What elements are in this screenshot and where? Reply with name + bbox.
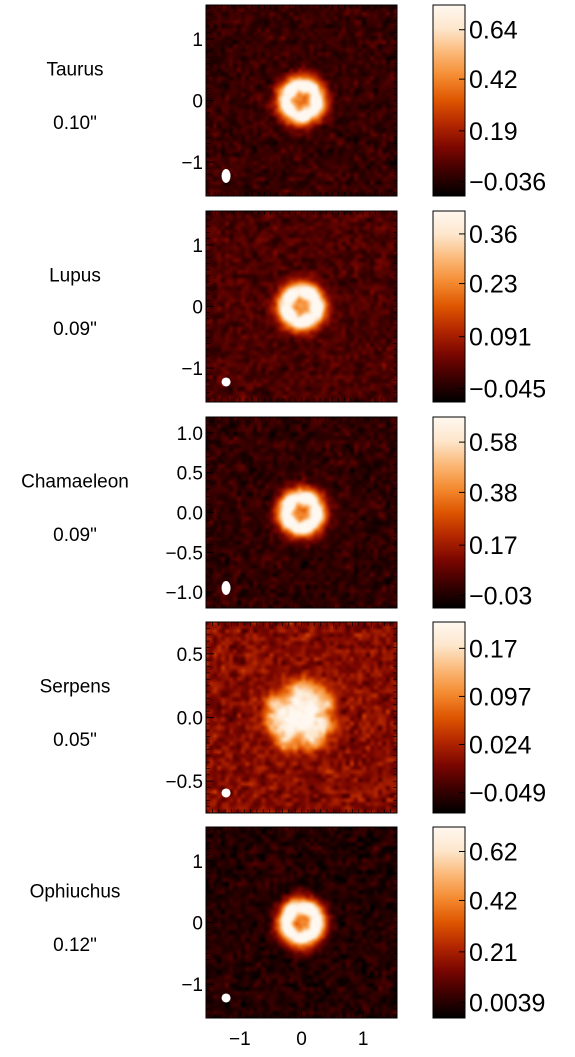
colorbar-tick-label: −0.049	[469, 780, 546, 808]
beam-ellipse	[221, 580, 231, 595]
y-tick-label: −0.5	[165, 543, 203, 564]
y-tick-label: 0	[192, 92, 203, 113]
y-tick-label: 0	[192, 914, 203, 935]
colorbar-tick-label: 0.024	[469, 732, 532, 760]
intensity-map	[206, 827, 397, 1018]
panel-ophiuchus: Ophiuchus 0.12" 1 0 −1 −1 0 1 0.62 0.42 0.21 0.0039	[30, 826, 545, 1050]
y-tick-label: −0.5	[165, 772, 203, 793]
panel-lupus: Lupus 0.09" 1 0 −1 0.36 0.23 0.091 −0.045	[49, 210, 546, 404]
colorbar-tick-label: 0.17	[469, 635, 518, 663]
colorbar	[432, 210, 466, 403]
y-tick-label: 0.0	[177, 709, 203, 730]
x-tick-label: 0	[296, 1029, 307, 1050]
colorbar-tick-label: 0.21	[469, 939, 518, 967]
colorbar	[432, 416, 466, 609]
colorbar-tick-label: 0.091	[469, 324, 532, 352]
resolution-label: 0.10"	[53, 113, 97, 134]
region-label: Chamaeleon	[21, 472, 129, 493]
resolution-label: 0.05"	[53, 730, 97, 751]
resolution-label: 0.09"	[53, 319, 97, 340]
x-tick-label: −1	[229, 1029, 251, 1050]
colorbar-tick-label: 0.17	[469, 532, 518, 560]
colorbar-tick-label: −0.045	[469, 376, 546, 404]
resolution-label: 0.12"	[53, 935, 97, 956]
y-tick-label: 0.0	[177, 504, 203, 525]
y-tick-label: −1	[181, 153, 203, 174]
y-tick-label: −1.0	[165, 583, 203, 604]
region-label: Serpens	[40, 677, 111, 698]
intensity-map	[206, 5, 397, 196]
x-tick-label: 1	[358, 1029, 369, 1050]
panel-taurus: Taurus 0.10" 1 0 −1 0.64 0.42 0.19 −0.036	[46, 4, 546, 197]
intensity-map	[206, 417, 397, 608]
panel-serpens: Serpens 0.05" 0.5 0.0 −0.5 0.17 0.097 0.024 −0.0…	[40, 621, 546, 814]
y-tick-label: 1	[192, 30, 203, 51]
y-tick-label: 1	[192, 236, 203, 257]
resolution-label: 0.09"	[53, 525, 97, 546]
region-label: Lupus	[49, 266, 101, 287]
y-tick-label: −1	[181, 359, 203, 380]
colorbar-tick-label: 0.58	[469, 429, 518, 457]
y-tick-label: 1	[192, 852, 203, 873]
colorbar-tick-label: 0.42	[469, 66, 518, 94]
y-tick-label: 0.5	[177, 464, 203, 485]
colorbar-tick-label: 0.0039	[469, 989, 545, 1017]
panel-chamaeleon: Chamaeleon 0.09" 1.0 0.5 0.0 −0.5 −1.0 0.58 0.38…	[21, 416, 532, 610]
colorbar	[432, 826, 466, 1019]
beam-ellipse	[221, 377, 231, 387]
colorbar-tick-label: 0.38	[469, 479, 518, 507]
colorbar-tick-label: 0.19	[469, 118, 518, 146]
intensity-map	[206, 211, 397, 402]
y-tick-label: −1	[181, 975, 203, 996]
colorbar-tick-label: −0.036	[469, 169, 546, 197]
y-tick-label: 0.5	[177, 645, 203, 666]
colorbar	[432, 4, 466, 197]
beam-ellipse	[221, 168, 231, 183]
colorbar-tick-label: 0.42	[469, 887, 518, 915]
colorbar-tick-label: 0.62	[469, 838, 518, 866]
colorbar-tick-label: 0.097	[469, 683, 532, 711]
y-tick-label: 0	[192, 298, 203, 319]
colorbar-tick-label: 0.23	[469, 271, 518, 299]
colorbar	[432, 621, 466, 814]
colorbar-tick-label: −0.03	[469, 582, 532, 610]
region-label: Ophiuchus	[30, 882, 121, 903]
beam-ellipse	[221, 993, 231, 1003]
colorbar-tick-label: 0.36	[469, 221, 518, 249]
region-label: Taurus	[46, 60, 103, 81]
beam-ellipse	[221, 788, 231, 798]
colorbar-tick-label: 0.64	[469, 17, 518, 45]
intensity-map	[206, 622, 397, 813]
y-tick-label: 1.0	[177, 424, 203, 445]
